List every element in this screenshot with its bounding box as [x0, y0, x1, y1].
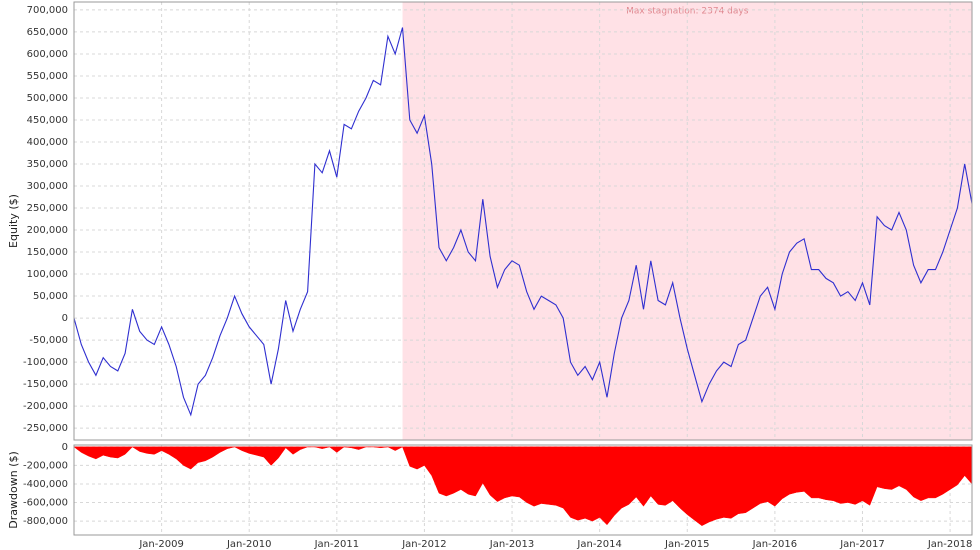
- y-tick-label: 0: [62, 442, 68, 453]
- equity-line: [73, 27, 973, 417]
- y-tick-label: -200,000: [23, 460, 68, 471]
- x-tick-label: Jan-2012: [401, 539, 446, 550]
- y-tick-label: 600,000: [27, 49, 68, 60]
- y-tick-label: -800,000: [23, 516, 68, 527]
- y-tick-label: 250,000: [27, 203, 68, 214]
- x-tick-label: Jan-2011: [314, 539, 359, 550]
- y-tick-label: 350,000: [27, 159, 68, 170]
- x-tick-label: Jan-2013: [489, 539, 534, 550]
- x-tick-label: Jan-2014: [576, 539, 621, 550]
- plot-border: [73, 1, 973, 441]
- stagnation-label: Max stagnation: 2374 days: [626, 7, 749, 17]
- y-tick-label: 700,000: [27, 5, 68, 16]
- plot-border: [73, 444, 973, 536]
- y-tick-label: 500,000: [27, 93, 68, 104]
- y-axis-title: Drawdown ($): [7, 451, 20, 529]
- y-tick-label: 150,000: [27, 247, 68, 258]
- x-tick-label: Jan-2018: [927, 539, 972, 550]
- y-tick-label: 550,000: [27, 71, 68, 82]
- y-tick-label: -100,000: [23, 357, 68, 368]
- x-tick-label: Jan-2010: [226, 539, 271, 550]
- y-axis-title: Equity ($): [7, 194, 20, 248]
- x-tick-label: Jan-2017: [839, 539, 884, 550]
- y-tick-label: 200,000: [27, 225, 68, 236]
- y-tick-label: 100,000: [27, 269, 68, 280]
- y-tick-label: 50,000: [33, 291, 68, 302]
- y-tick-label: 400,000: [27, 137, 68, 148]
- x-tick-label: Jan-2015: [664, 539, 709, 550]
- x-tick-label: Jan-2009: [138, 539, 183, 550]
- y-tick-label: 0: [62, 313, 68, 324]
- y-tick-label: 300,000: [27, 181, 68, 192]
- y-tick-label: 450,000: [27, 115, 68, 126]
- y-tick-label: -50,000: [29, 335, 68, 346]
- y-tick-label: -600,000: [23, 498, 68, 509]
- drawdown-area: [73, 446, 973, 526]
- y-tick-label: -200,000: [23, 401, 68, 412]
- y-tick-label: 650,000: [27, 27, 68, 38]
- x-tick-label: Jan-2016: [752, 539, 797, 550]
- y-tick-label: -150,000: [23, 379, 68, 390]
- y-tick-label: -250,000: [23, 423, 68, 434]
- y-tick-label: -400,000: [23, 479, 68, 490]
